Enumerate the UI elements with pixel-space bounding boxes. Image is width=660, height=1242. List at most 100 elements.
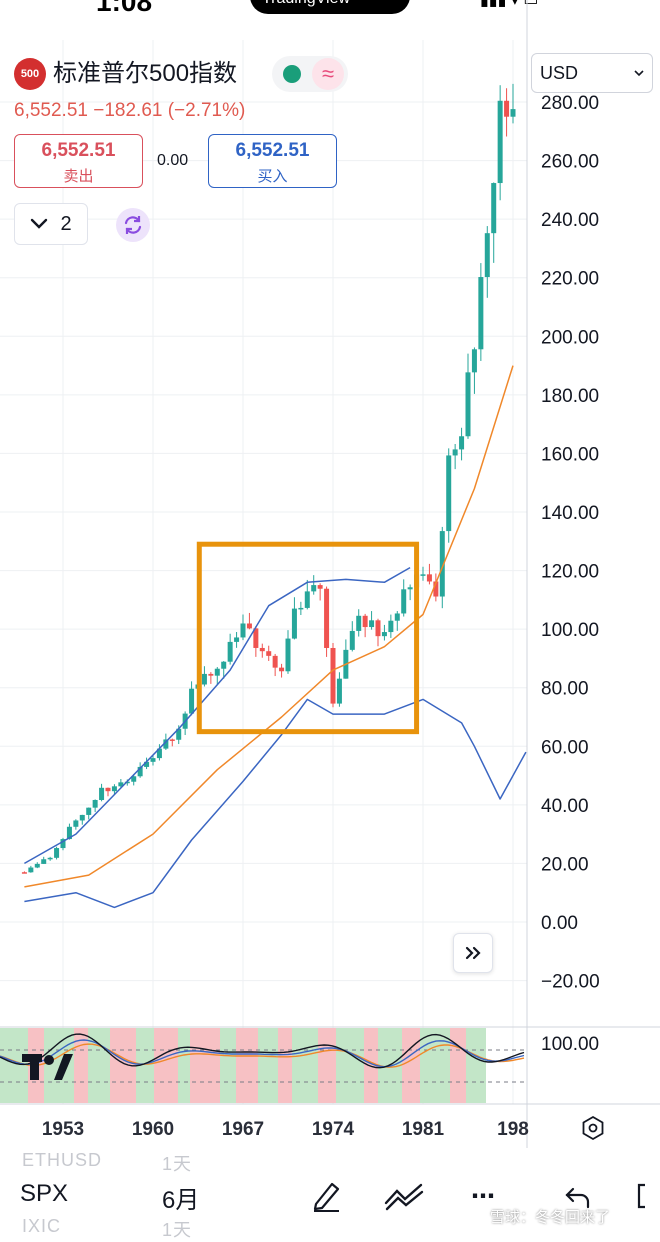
oscillator-band — [178, 1028, 190, 1103]
indicator-lines — [24, 365, 527, 909]
candle-body — [484, 233, 490, 278]
candle-body — [446, 455, 452, 532]
candle-body — [407, 587, 413, 590]
picker-symbol: IXIC — [22, 1216, 62, 1236]
buy-price: 6,552.51 — [235, 140, 310, 161]
candle-body — [459, 436, 465, 450]
chevron-down-icon — [634, 66, 644, 80]
status-bar: 1:08 TradingView ▮▮▮ ▾ ▭ — [0, 0, 660, 18]
price-change: 6,552.51 −182.61 (−2.71%) — [14, 100, 246, 121]
candle-body — [73, 820, 79, 827]
time-tick-label: 1960 — [132, 1119, 174, 1140]
candle-body — [66, 826, 72, 840]
signal-icon: ▮▮▮ ▾ ▭ — [480, 0, 539, 9]
status-time: 1:08 — [96, 0, 153, 17]
candle-body — [510, 109, 516, 117]
oscillator-band — [318, 1028, 336, 1103]
chart-grid — [0, 40, 527, 1104]
oscillator-band — [402, 1028, 420, 1103]
oscillator-band — [466, 1028, 486, 1103]
refresh-icon[interactable] — [116, 208, 150, 242]
price-tick-label: 180.00 — [541, 386, 599, 407]
scroll-to-realtime-button[interactable] — [453, 933, 493, 973]
candle-body — [189, 688, 195, 714]
oscillator-band — [278, 1028, 292, 1103]
oscillator-band — [336, 1028, 364, 1103]
currency-select[interactable]: USD — [531, 53, 653, 93]
time-tick-label: 1981 — [402, 1119, 445, 1140]
indicators-icon[interactable] — [382, 1176, 426, 1216]
candle-body — [86, 807, 92, 815]
candle-body — [253, 628, 259, 648]
more-icon[interactable]: ⋯ — [471, 1182, 497, 1210]
candle-body — [304, 591, 310, 608]
symbol-name[interactable]: 标准普尔500指数 — [53, 60, 238, 87]
candles — [21, 83, 516, 874]
currency-value: USD — [540, 62, 579, 83]
oscillator-pane — [0, 1028, 527, 1103]
indicators-toggle[interactable]: 2 — [14, 203, 88, 245]
candle-body — [227, 641, 233, 662]
candle-body — [317, 585, 323, 589]
candle-body — [285, 638, 291, 672]
candle-body — [47, 857, 53, 860]
candle-body — [150, 758, 156, 762]
chart-settings-icon[interactable] — [578, 1113, 608, 1143]
candle-body — [362, 615, 368, 628]
wave-icon[interactable]: ≈ — [312, 58, 344, 90]
time-tick-label: 198 — [497, 1119, 529, 1140]
annotation-layer — [196, 541, 420, 735]
time-tick-label: 1953 — [42, 1119, 84, 1140]
candle-body — [259, 647, 265, 652]
candle-body — [478, 277, 484, 350]
buy-button[interactable]: 6,552.51 买入 — [208, 134, 337, 188]
candle-body — [214, 668, 220, 676]
sell-button[interactable]: 6,552.51 卖出 — [14, 134, 143, 188]
candle-body — [388, 620, 394, 633]
candle-body — [324, 588, 330, 648]
tradingview-logo — [20, 1052, 74, 1087]
picker-interval: 1天 — [162, 1220, 193, 1240]
price-tick-label: 220.00 — [541, 269, 599, 290]
oscillator-band — [258, 1028, 278, 1103]
candle-body — [336, 678, 342, 704]
chevron-down-icon — [30, 214, 48, 235]
oscillator-band — [292, 1028, 318, 1103]
oscillator-main-line — [0, 1033, 525, 1069]
picker-row-below: IXIC 1天 — [22, 1216, 191, 1240]
oscillator-band — [420, 1028, 450, 1103]
candle-body — [330, 647, 336, 704]
interval-selector[interactable]: 6月 — [162, 1187, 200, 1214]
bottom-toolbar — [0, 1148, 660, 1237]
oscillator-tick-label: 100.00 — [541, 1034, 599, 1055]
candle-body — [279, 667, 285, 672]
candle-body — [426, 574, 432, 582]
spread: 0.00 — [157, 152, 189, 169]
price-chart[interactable]: 280.00260.00240.00220.00200.00180.00160.… — [0, 0, 660, 1148]
oscillator-band — [154, 1028, 178, 1103]
buy-label: 买入 — [257, 168, 288, 185]
dynamic-island — [250, 0, 410, 14]
candle-body — [208, 673, 214, 676]
oscillator-band — [236, 1028, 258, 1103]
picker-interval: 1天 — [162, 1154, 193, 1174]
candle-body — [266, 651, 272, 656]
candle-body — [201, 673, 207, 685]
candle-body — [60, 839, 66, 849]
price-tick-label: 40.00 — [541, 796, 589, 817]
candle-body — [21, 872, 27, 874]
candle-body — [349, 630, 355, 650]
price-tick-label: 240.00 — [541, 210, 599, 231]
price-tick-label: 60.00 — [541, 737, 589, 758]
candle-body — [234, 637, 240, 642]
fullscreen-icon[interactable] — [628, 1176, 660, 1216]
candle-body — [356, 615, 362, 631]
candle-body — [105, 787, 111, 792]
candle-body — [28, 867, 34, 873]
undo-icon[interactable] — [556, 1176, 600, 1216]
time-tick-label: 1974 — [312, 1119, 355, 1140]
candle-body — [504, 100, 510, 117]
candle-body — [401, 589, 407, 614]
drawing-pen-icon[interactable] — [304, 1176, 348, 1216]
symbol-selector[interactable]: SPX — [20, 1180, 69, 1207]
